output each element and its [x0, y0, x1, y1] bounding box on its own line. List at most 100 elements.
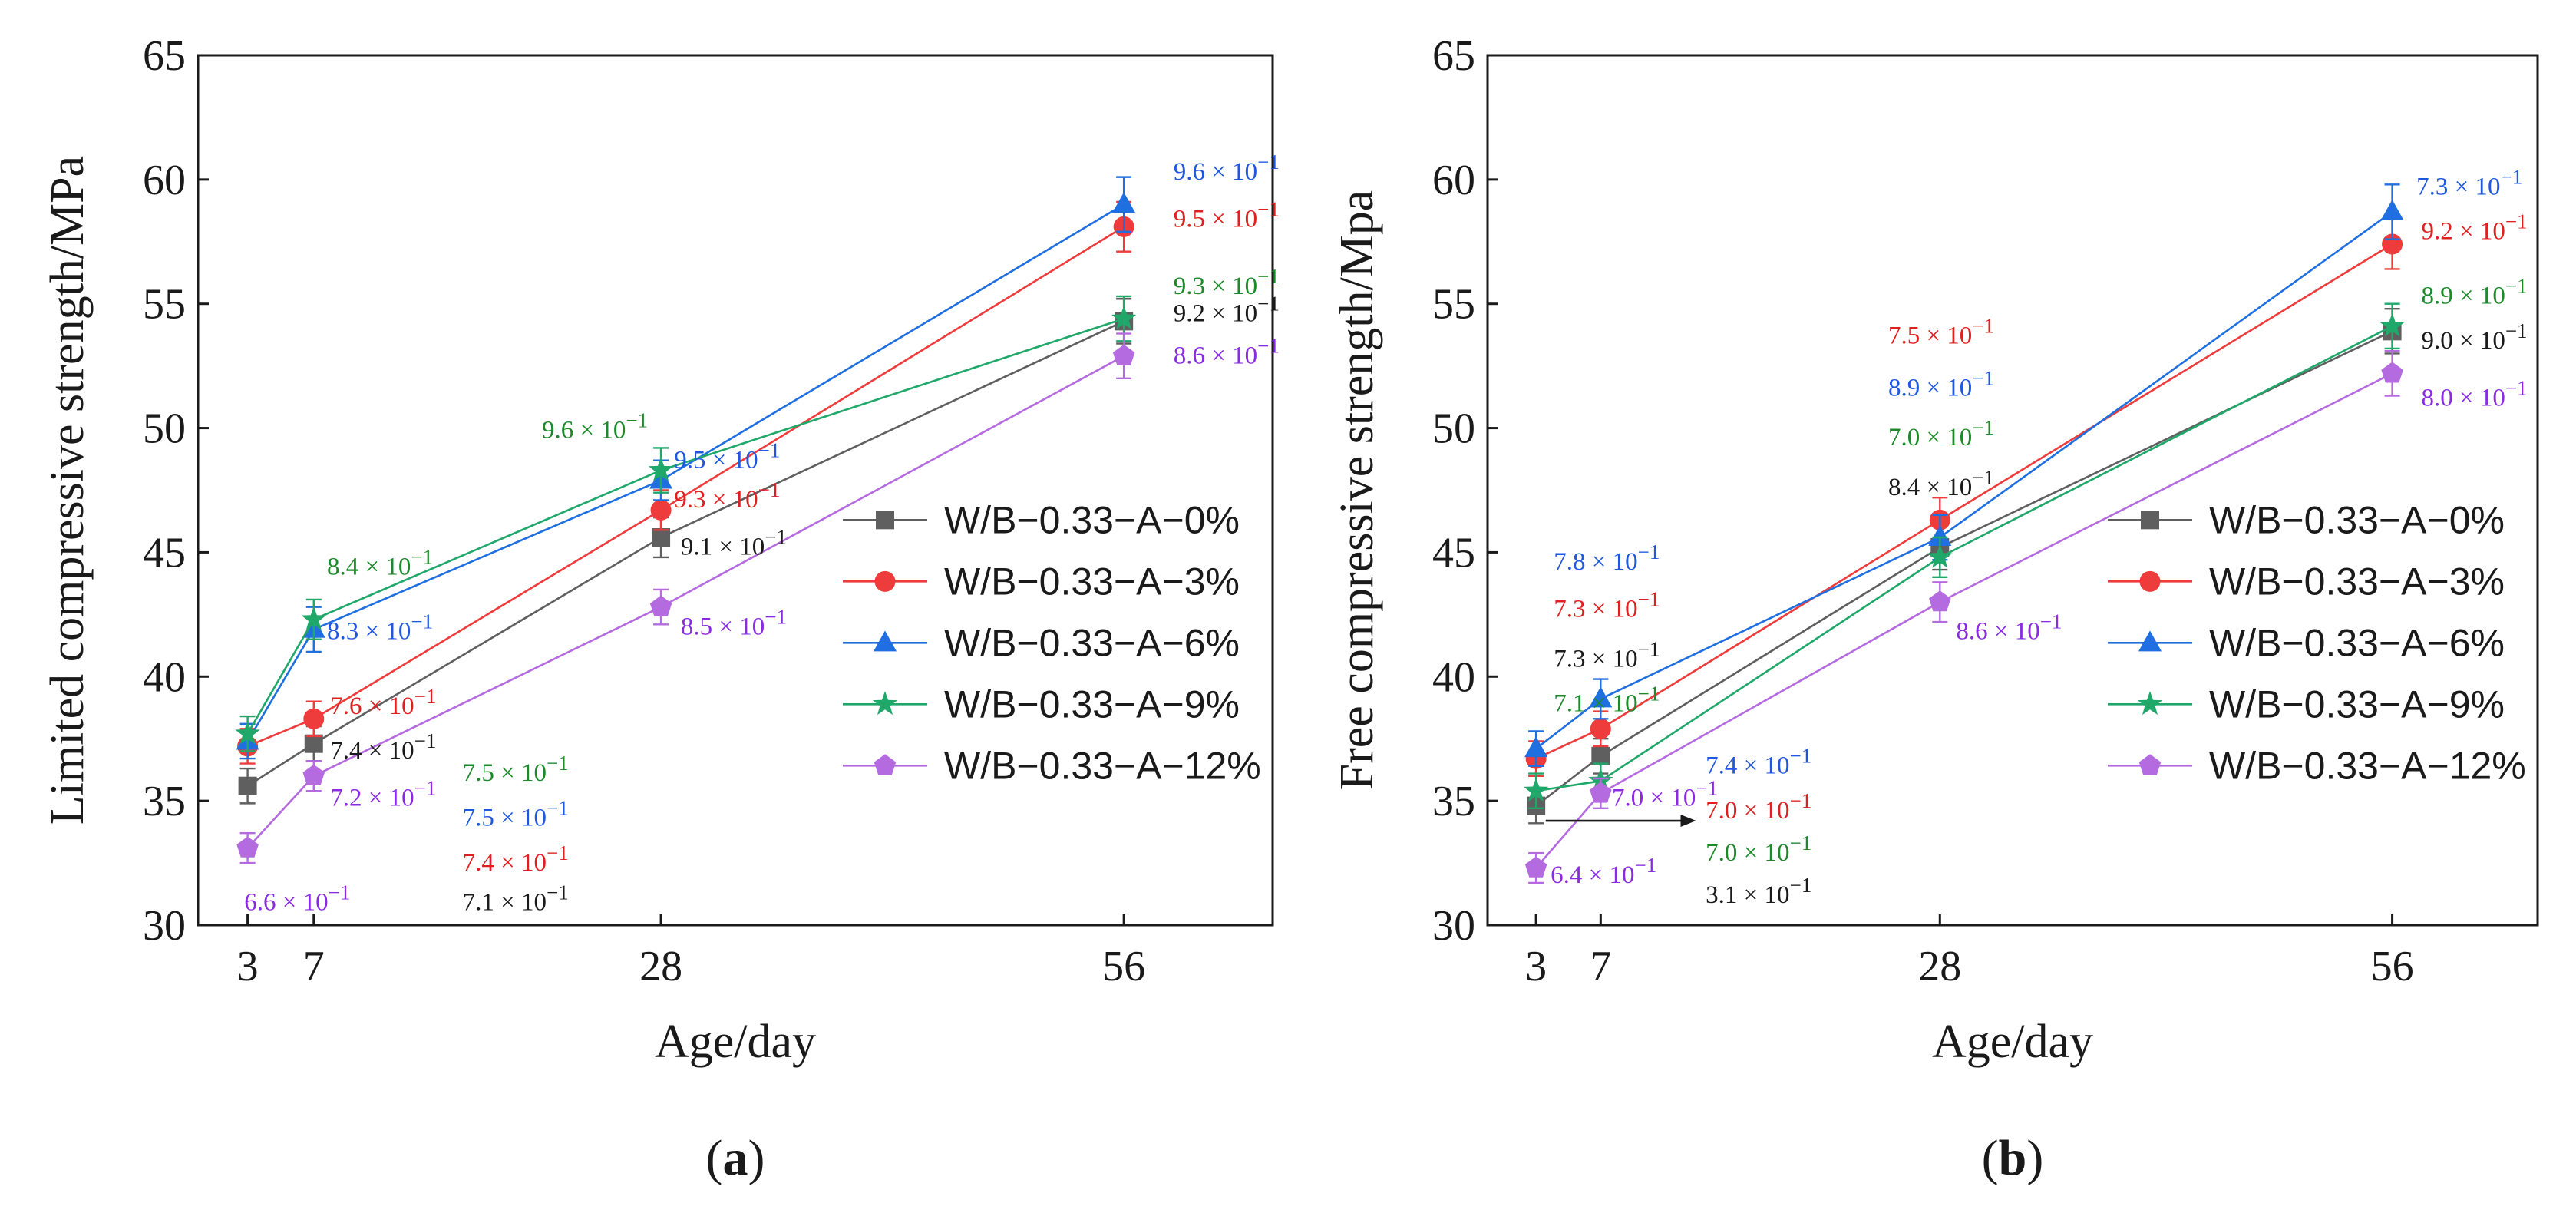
text-span: −1	[414, 729, 437, 752]
text-span: −1	[2501, 165, 2523, 188]
data-point	[650, 499, 672, 521]
legend-marker	[2138, 630, 2162, 652]
value-annotation: 7.5 × 10−1	[463, 752, 569, 787]
text-span: −1	[765, 526, 787, 549]
data-point	[304, 734, 323, 753]
text-span: −1	[414, 777, 437, 800]
text-span: −1	[1789, 874, 1811, 897]
value-annotation: 9.2 × 10−1	[2421, 210, 2527, 246]
text-span: 9.0 × 10	[2421, 327, 2505, 355]
value-annotation: 7.3 × 10−1	[1554, 637, 1660, 673]
text-span: −1	[411, 546, 433, 569]
x-tick-label: 7	[303, 943, 325, 990]
text-span: −1	[547, 841, 569, 864]
text-span: −1	[1789, 831, 1811, 854]
legend-label: W/B−0.33−A−3%	[944, 560, 1240, 603]
text-span: −1	[547, 797, 569, 820]
text-span: 9.5 × 10	[674, 446, 758, 474]
data-point	[303, 708, 325, 729]
y-tick-label: 45	[143, 529, 186, 577]
arrow-head	[1680, 815, 1696, 828]
value-annotation: 9.1 × 10−1	[681, 526, 787, 561]
text-span: 7.4 × 10	[463, 849, 547, 877]
text-span: −1	[1696, 777, 1718, 800]
text-span: 7.0 × 10	[1888, 424, 1972, 451]
y-axis-title: Free compressive strength/Mpa	[1331, 190, 1383, 791]
series-line	[1535, 372, 2393, 869]
y-tick-label: 65	[1432, 32, 1475, 80]
text-span: 7.3 × 10	[1554, 596, 1637, 623]
text-span: 9.1 × 10	[681, 534, 765, 561]
text-span: 8.9 × 10	[1888, 374, 1972, 402]
text-span: −1	[2505, 376, 2528, 399]
data-point	[2379, 312, 2405, 337]
value-annotation: 8.5 × 10−1	[681, 605, 787, 640]
legend-label: W/B−0.33−A−9%	[944, 683, 1240, 725]
data-point	[2380, 199, 2404, 220]
value-annotation: 7.4 × 10−1	[1706, 745, 1811, 780]
data-point	[1112, 344, 1135, 365]
value-annotation: 7.3 × 10−1	[1554, 588, 1660, 623]
text-span: )	[748, 1130, 765, 1186]
data-point	[1590, 782, 1612, 803]
text-span: 8.4 × 10	[1888, 474, 1972, 501]
series-line	[246, 317, 1125, 735]
panel-label: (b)	[1982, 1130, 2044, 1186]
data-point	[302, 764, 325, 785]
text-span: 7.0 × 10	[1612, 785, 1696, 812]
value-annotation: 6.6 × 10−1	[244, 881, 350, 917]
series-line	[1535, 243, 2393, 760]
y-tick-label: 55	[143, 281, 186, 329]
legend-marker	[2141, 511, 2159, 530]
panel-label: (a)	[706, 1130, 765, 1186]
series-line	[247, 226, 1125, 748]
legend-label: W/B−0.33−A−6%	[944, 621, 1240, 664]
panel-letter: b	[1999, 1130, 2027, 1186]
legend: W/B−0.33−A−0% W/B−0.33−A−3% W/B−0.33−A−6% W…	[2108, 498, 2526, 787]
text-span: 8.4 × 10	[327, 554, 411, 581]
text-span: 7.4 × 10	[330, 737, 414, 765]
data-point	[1111, 306, 1137, 329]
text-span: −1	[2040, 610, 2062, 633]
text-span: −1	[1789, 789, 1811, 812]
y-tick-label: 40	[143, 653, 186, 701]
text-span: −1	[547, 881, 569, 904]
text-span: 6.4 × 10	[1551, 861, 1634, 889]
data-point	[1590, 718, 1611, 739]
text-span: −1	[1972, 466, 1994, 489]
plot-frame	[1486, 54, 2539, 927]
legend-marker	[2139, 570, 2161, 592]
legend-label: W/B−0.33−A−0%	[944, 498, 1240, 541]
x-axis-title: Age/day	[1932, 1016, 2093, 1068]
value-annotation: 7.1 × 10−1	[1554, 683, 1660, 718]
text-span: 9.2 × 10	[2421, 218, 2505, 246]
text-span: 9.3 × 10	[674, 486, 758, 514]
data-point	[1591, 746, 1610, 765]
text-span: −1	[626, 409, 648, 432]
text-span: 9.2 × 10	[1174, 299, 1257, 327]
text-span: −1	[411, 610, 433, 633]
value-annotation: 8.4 × 10−1	[1888, 466, 1994, 501]
text-span: 9.5 × 10	[1174, 205, 1257, 233]
data-point	[648, 457, 674, 481]
y-tick-label: 55	[1432, 281, 1475, 329]
value-annotation: 7.2 × 10−1	[330, 777, 436, 812]
series-12pct	[1524, 350, 2403, 884]
x-tick-label: 28	[639, 943, 682, 990]
text-span: 8.6 × 10	[1956, 618, 2039, 646]
value-annotation: 7.8 × 10−1	[1554, 540, 1660, 576]
value-annotation: 7.0 × 10−1	[1612, 777, 1718, 812]
panel-a: 30 35 40 45 50 55 60 65 3 7 28 56 Age/day Limited com…	[41, 32, 1280, 1186]
data-point	[2381, 362, 2403, 383]
legend-marker	[2138, 754, 2162, 775]
text-span: −1	[2505, 275, 2528, 298]
value-annotation: 7.6 × 10−1	[330, 685, 436, 720]
text-span: 7.3 × 10	[2416, 173, 2500, 200]
value-annotation: 8.9 × 10−1	[1888, 366, 1994, 402]
legend-label: W/B−0.33−A−12%	[2209, 744, 2526, 787]
value-annotation: 3.1 × 10−1	[1706, 874, 1811, 909]
data-point	[236, 836, 259, 858]
y-tick-label: 40	[1432, 653, 1475, 701]
value-annotation: 7.0 × 10−1	[1706, 789, 1811, 825]
value-annotation: 8.6 × 10−1	[1956, 610, 2062, 646]
